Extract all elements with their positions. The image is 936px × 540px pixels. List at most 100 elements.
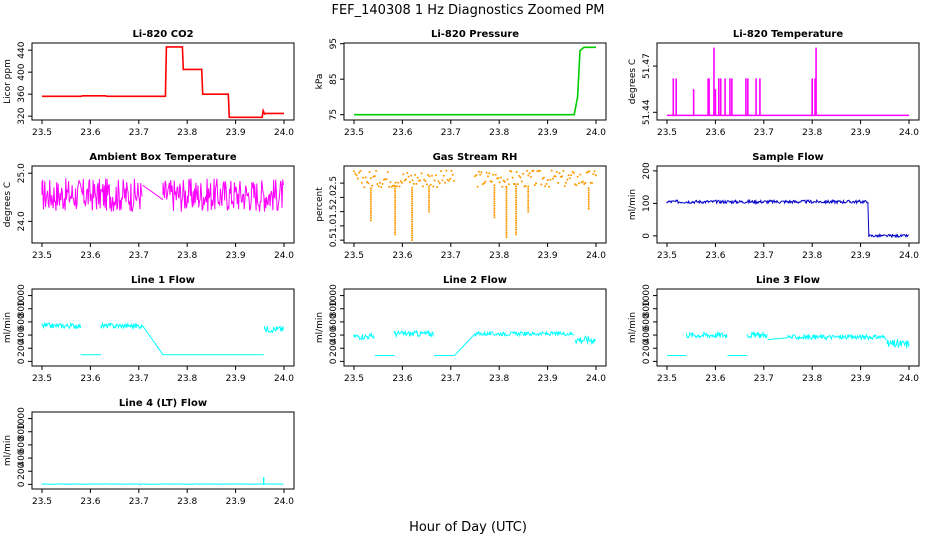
data-point	[493, 200, 496, 203]
data-point	[493, 184, 496, 187]
data-point	[428, 199, 430, 202]
data-point	[394, 199, 397, 202]
figure-title: FEF_140308 1 Hz Diagnostics Zoomed PM	[331, 3, 604, 18]
data-point	[401, 181, 404, 184]
plot-frame	[656, 42, 920, 121]
panel-title: Sample Flow	[752, 152, 824, 163]
data-point	[411, 239, 414, 242]
y-tick-label: 1000	[329, 284, 339, 307]
data-point	[515, 171, 518, 173]
data-point	[527, 201, 530, 204]
data-point	[505, 220, 508, 223]
data-point	[549, 178, 552, 181]
data-point	[562, 169, 565, 172]
series-segment	[41, 321, 81, 330]
series-segment	[886, 338, 910, 349]
data-point	[375, 169, 378, 172]
x-tick-label: 23.6	[705, 128, 725, 138]
data-point	[412, 182, 415, 185]
data-point	[505, 204, 508, 207]
data-point	[572, 172, 575, 174]
data-point	[438, 182, 441, 185]
plot-frame	[31, 288, 295, 367]
x-tick-label: 23.5	[32, 374, 52, 384]
data-point	[369, 207, 372, 210]
y-tick-label: 1000	[17, 407, 27, 430]
data-point	[505, 192, 508, 195]
data-point	[369, 219, 372, 222]
x-tick-label: 23.8	[802, 251, 822, 261]
data-point	[571, 170, 574, 173]
y-tick-label: 400	[642, 326, 652, 343]
x-tick-label: 23.7	[129, 374, 149, 384]
y-tick-label: 1000	[642, 284, 652, 307]
data-point	[522, 172, 525, 175]
chart-panel: Li-820 Pressure kPa 23.5 23.6 23.7 23.8 23.9 24…	[315, 29, 607, 138]
data-point	[445, 169, 448, 172]
data-point	[394, 222, 397, 224]
data-point	[411, 232, 414, 235]
x-tick-label: 23.8	[177, 251, 197, 261]
x-tick-label: 23.9	[226, 128, 246, 138]
data-point	[394, 203, 397, 206]
x-tick-label: 23.8	[802, 374, 822, 384]
x-tick-label: 23.9	[851, 128, 871, 138]
x-tick-label: 23.8	[489, 251, 509, 261]
data-point	[369, 212, 372, 215]
data-point	[411, 202, 414, 205]
data-point	[507, 183, 510, 186]
data-point	[447, 179, 450, 182]
x-tick-label: 23.6	[80, 497, 100, 507]
x-tick-label: 23.5	[657, 374, 677, 384]
data-point	[561, 175, 564, 178]
data-point	[394, 231, 397, 234]
data-point	[408, 181, 411, 184]
data-point	[398, 185, 401, 188]
data-point	[584, 181, 587, 184]
data-point	[428, 190, 430, 193]
data-point	[490, 180, 493, 183]
data-point	[516, 183, 519, 186]
data-point	[428, 206, 430, 209]
data-point	[410, 174, 413, 177]
data-point	[487, 175, 489, 178]
data-point	[399, 180, 402, 183]
data-point	[505, 236, 508, 239]
data-point	[593, 170, 596, 173]
data-point	[505, 213, 508, 216]
data-point	[524, 185, 527, 187]
x-tick-label: 23.7	[754, 251, 774, 261]
data-point	[505, 199, 508, 202]
data-point	[505, 224, 508, 227]
data-point	[515, 206, 518, 209]
y-tick-label: 0	[17, 481, 27, 487]
chart-panel: Line 2 Flow ml/min 23.5 23.6 23.7 23.8 23.9 24.…	[315, 275, 607, 384]
data-point	[411, 214, 414, 217]
data-point	[576, 175, 579, 178]
x-tick-label: 24.0	[899, 128, 919, 138]
data-point	[428, 185, 430, 188]
data-point	[563, 185, 566, 187]
data-point	[419, 179, 422, 182]
data-point	[527, 174, 530, 177]
data-point	[411, 211, 414, 214]
panels: Li-820 CO2 Licor ppm 23.5 23.6 23.7 23.8 23.9 2…	[3, 29, 920, 507]
data-point	[362, 176, 365, 179]
panel-title: Li-820 Pressure	[431, 29, 519, 40]
y-tick-label: 800	[17, 300, 27, 317]
data-point	[558, 172, 561, 175]
y-tick-label: 600	[329, 313, 339, 330]
plot-frame	[31, 42, 295, 121]
data-point	[557, 182, 560, 184]
data-point	[369, 210, 372, 213]
panel-title: Line 1 Flow	[131, 275, 195, 286]
data-point	[369, 191, 372, 194]
y-tick-label: 2.0	[329, 190, 339, 205]
y-tick-label: 800	[17, 423, 27, 440]
y-axis-label: percent	[315, 187, 325, 222]
data-point	[425, 183, 428, 186]
x-tick-label: 23.7	[441, 251, 461, 261]
data-point	[515, 210, 518, 213]
data-point	[394, 185, 397, 188]
data-point	[506, 178, 509, 181]
